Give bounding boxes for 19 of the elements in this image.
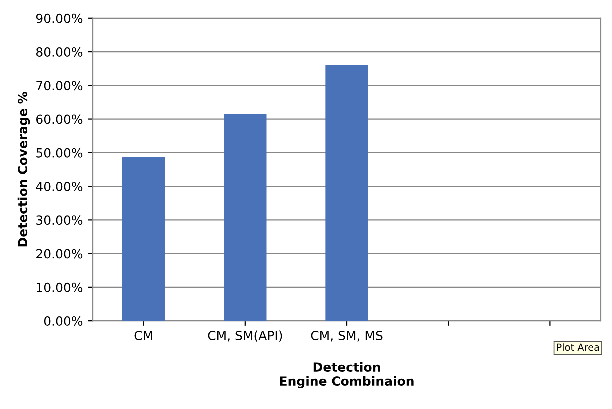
x-tick-label: CM	[134, 331, 152, 340]
bar	[326, 65, 368, 322]
y-tick-label: 70.00%	[36, 81, 83, 91]
x-axis-title: Detection Engine Combinaion	[280, 362, 414, 389]
y-tick-label: 20.00%	[36, 249, 83, 259]
x-tick-label: CM, SM(API)	[208, 330, 282, 342]
y-tick-label: 80.00%	[36, 48, 83, 57]
y-tick-label: 0.00%	[44, 316, 83, 326]
y-tick-label: 50.00%	[36, 148, 83, 158]
y-tick-label: 10.00%	[37, 282, 83, 292]
text: Plot Area	[557, 344, 600, 352]
y-tick-label: 90.00%	[36, 14, 83, 24]
y-tick-label: 30.00%	[36, 216, 83, 226]
y-axis-title: Detection Coverage %	[18, 92, 30, 247]
y-tick-label: 40.00%	[36, 182, 83, 192]
x-tick-label: CM, SM, MS	[311, 331, 383, 342]
y-tick-label: 60.00%	[36, 114, 83, 124]
bar	[224, 114, 267, 322]
bar	[122, 157, 166, 322]
